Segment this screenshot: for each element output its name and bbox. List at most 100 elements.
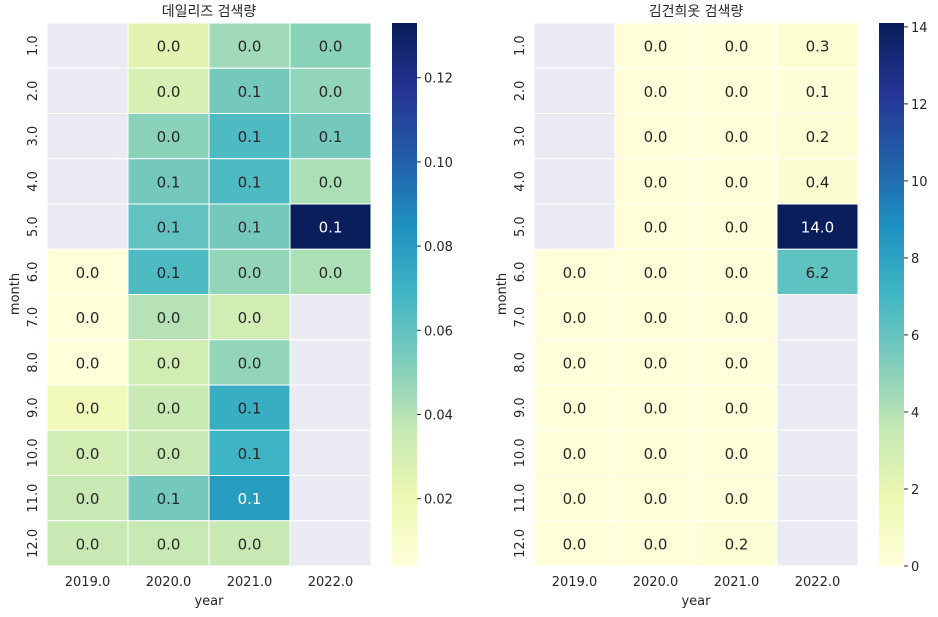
- heatmap-cell: [614, 22, 697, 69]
- heatmap-panel-kimkeonhee: 김건희옷 검색량 0.0 0.0 0.30.0 0.0 0.10.0 0.0 0.20.0 0…: [495, 4, 928, 609]
- x-tick-label: 2022.0: [795, 575, 841, 590]
- heatmap-cell: [208, 294, 291, 341]
- heatmap-cell-empty: [289, 294, 372, 341]
- heatmap-cell: [776, 22, 859, 69]
- cell-label: 0.1: [238, 490, 262, 508]
- heatmap-cells: 0.0 0.0 0.0 0.0 0.1 0.0 0.0 0.1 0.1 0.1 0.1 0.0 0.1 0…: [46, 22, 372, 567]
- heatmap-cell: [127, 248, 210, 295]
- cell-label: 0.0: [157, 535, 181, 553]
- cell-label: 0.3: [806, 38, 830, 56]
- cell-label: 0.0: [725, 354, 749, 372]
- x-tick-label: 2019.0: [65, 575, 111, 590]
- cell-label: 0.0: [319, 264, 343, 282]
- heatmap-cell-empty: [289, 429, 372, 476]
- colorbar-tick-label: 8: [911, 252, 919, 267]
- cell-label: 0.0: [319, 83, 343, 101]
- heatmap-cell-empty: [289, 475, 372, 522]
- colorbar-tick-label: 0.02: [424, 493, 453, 508]
- cell-label: 0.0: [76, 309, 100, 327]
- y-tick-label: 12.0: [26, 529, 41, 558]
- heatmap-cell: [614, 248, 697, 295]
- cell-label: 0.0: [725, 83, 749, 101]
- heatmap-cell: [127, 158, 210, 205]
- y-tick-label: 4.0: [513, 171, 528, 192]
- cell-label: 0.1: [806, 83, 830, 101]
- cell-label: 0.0: [563, 400, 587, 418]
- x-tick-labels: 2019.0 2020.0 2021.0 2022.0: [65, 575, 354, 590]
- cell-label: 0.0: [725, 264, 749, 282]
- heatmap-cell: [614, 339, 697, 386]
- heatmap-cell: [127, 22, 210, 69]
- cell-label: 0.0: [238, 264, 262, 282]
- cell-label: 0.1: [238, 83, 262, 101]
- cell-label: 0.0: [238, 38, 262, 56]
- cell-label: 14.0: [801, 219, 834, 237]
- cell-label: 0.1: [238, 400, 262, 418]
- y-tick-label: 6.0: [26, 262, 41, 283]
- cell-label: 0.1: [157, 490, 181, 508]
- heatmap-cell: [776, 158, 859, 205]
- heatmap-cell: [208, 429, 291, 476]
- cell-label: 0.1: [238, 173, 262, 191]
- cell-label: 0.1: [157, 219, 181, 237]
- y-tick-label: 5.0: [513, 216, 528, 237]
- cell-label: 0.0: [644, 490, 668, 508]
- cell-label: 0.1: [319, 128, 343, 146]
- cell-label: 0.0: [157, 354, 181, 372]
- y-tick-label: 2.0: [26, 81, 41, 102]
- cell-label: 0.0: [563, 490, 587, 508]
- x-tick-labels: 2019.0 2020.0 2021.0 2022.0: [552, 575, 841, 590]
- y-tick-label: 4.0: [26, 171, 41, 192]
- colorbar-tick-label: 0: [911, 560, 919, 575]
- heatmap-cell: [695, 475, 778, 522]
- heatmap-cell: [208, 520, 291, 567]
- y-tick-label: 7.0: [513, 307, 528, 328]
- y-tick-label: 8.0: [26, 352, 41, 373]
- heatmap-cell: [208, 22, 291, 69]
- cell-label: 0.0: [644, 354, 668, 372]
- heatmap-cell: [533, 248, 616, 295]
- cell-label: 0.0: [157, 309, 181, 327]
- colorbar-tick-label: 6: [911, 329, 919, 344]
- cell-label: 0.0: [644, 535, 668, 553]
- heatmap-cell: [614, 384, 697, 431]
- cell-label: 0.0: [238, 535, 262, 553]
- cell-label: 6.2: [806, 264, 830, 282]
- cell-label: 0.1: [157, 173, 181, 191]
- heatmap-cell-empty: [776, 384, 859, 431]
- cell-label: 0.0: [725, 173, 749, 191]
- colorbar: [392, 23, 417, 566]
- cell-label: 0.0: [644, 309, 668, 327]
- cell-label: 0.1: [157, 264, 181, 282]
- heatmap-cell-empty: [533, 22, 616, 69]
- colorbar-tick-label: 0.08: [424, 240, 453, 255]
- colorbar-ticks: 0.02 0.04 0.06 0.08 0.10 0.12: [417, 72, 453, 508]
- y-tick-label: 10.0: [26, 438, 41, 467]
- heatmap-cell: [614, 520, 697, 567]
- heatmap-cell-empty: [776, 294, 859, 341]
- heatmap-cell-empty: [46, 158, 129, 205]
- cell-label: 0.0: [725, 128, 749, 146]
- heatmap-cell-empty: [776, 429, 859, 476]
- cell-label: 0.0: [725, 309, 749, 327]
- cell-label: 0.0: [76, 445, 100, 463]
- y-tick-labels: 1.0 2.0 3.0 4.0 5.0 6.0 7.0 8.0 9.0 10.0 11.0 12.0: [513, 35, 528, 558]
- cell-label: 0.0: [644, 445, 668, 463]
- colorbar-tick-label: 14: [911, 21, 928, 36]
- y-tick-label: 12.0: [513, 529, 528, 558]
- y-tick-label: 7.0: [26, 307, 41, 328]
- x-tick-label: 2022.0: [308, 575, 354, 590]
- heatmap-cell-empty: [289, 384, 372, 431]
- heatmap-cell: [127, 384, 210, 431]
- cell-label: 0.0: [319, 38, 343, 56]
- cell-label: 0.0: [157, 83, 181, 101]
- heatmap-cell: [533, 429, 616, 476]
- y-tick-label: 11.0: [26, 484, 41, 513]
- y-tick-label: 11.0: [513, 484, 528, 513]
- heatmap-cell: [127, 294, 210, 341]
- colorbar-ticks: 0 2 4 6 8 10 12 14: [904, 21, 928, 575]
- cell-label: 0.0: [563, 309, 587, 327]
- heatmap-cell: [289, 248, 372, 295]
